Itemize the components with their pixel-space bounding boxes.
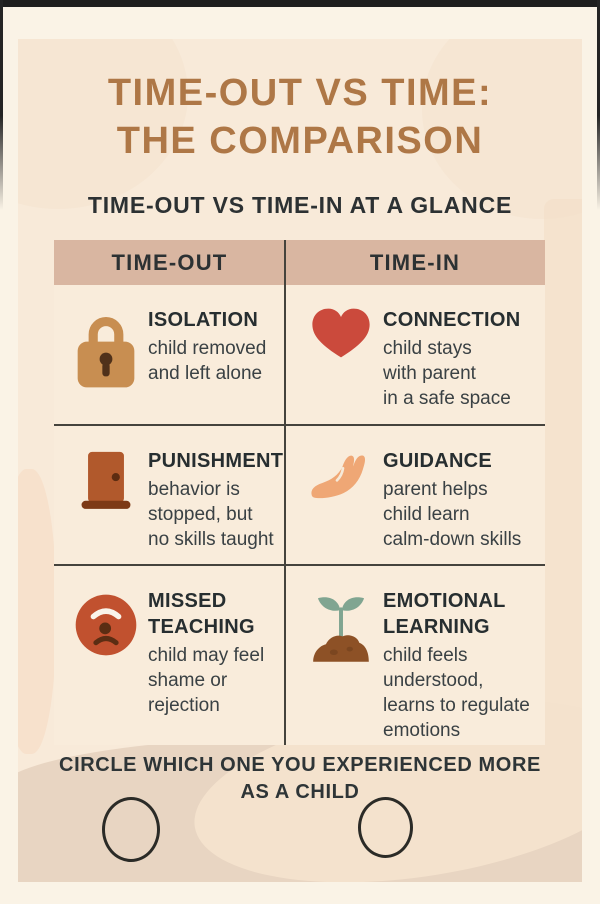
table-row: MISSED TEACHING child may feel shame or … xyxy=(54,564,545,745)
cell-line: in a safe space xyxy=(383,388,511,409)
lock-icon xyxy=(74,304,138,394)
table-row: PUNISHMENT behavior is stopped, but no s… xyxy=(54,424,545,564)
cell-line: rejection xyxy=(148,695,220,716)
time-out-circle[interactable] xyxy=(102,797,160,862)
page-title: TIME-OUT VS TIME: THE COMPARISON xyxy=(18,69,582,165)
footer-prompt-line2: AS A CHILD xyxy=(240,781,360,803)
cell-line: parent helps xyxy=(383,479,488,500)
footer-prompt-line1: CIRCLE WHICH ONE YOU EXPERIENCED MORE xyxy=(59,754,541,776)
comparison-table: TIME-OUT TIME-IN ISOLATION xyxy=(54,240,545,745)
cell-line: learns to regulate xyxy=(383,695,530,716)
cell-line: emotions xyxy=(383,720,461,741)
door-icon xyxy=(74,445,138,519)
decor-right-band xyxy=(544,199,582,744)
cell-guidance: GUIDANCE parent helps child learn calm-d… xyxy=(285,426,545,564)
content-card: TIME-OUT VS TIME: THE COMPARISON TIME-OU… xyxy=(18,39,582,882)
cell-emotional-learning: EMOTIONAL LEARNING child feels understoo… xyxy=(285,566,545,745)
cell-line: child stays xyxy=(383,338,472,359)
cell-heading: GUIDANCE xyxy=(383,450,493,472)
top-bar xyxy=(0,0,600,7)
table-row: ISOLATION child removed and left alone C… xyxy=(54,285,545,424)
heart-icon xyxy=(309,304,373,362)
hand-icon xyxy=(309,449,373,509)
cell-line: behavior is xyxy=(148,479,240,500)
column-divider xyxy=(284,240,286,745)
cell-line: understood, xyxy=(383,670,484,691)
column-header-time-in: TIME-IN xyxy=(369,249,461,275)
cell-heading: CONNECTION xyxy=(383,309,521,331)
cell-line: with parent xyxy=(383,363,476,384)
cell-heading: EMOTIONAL LEARNING xyxy=(383,590,506,638)
left-edge-strip xyxy=(0,0,3,210)
cell-line: stopped, but xyxy=(148,504,253,525)
page-title-line2: THE COMPARISON xyxy=(116,120,484,162)
cell-line: calm-down skills xyxy=(383,529,522,550)
time-in-circle[interactable] xyxy=(358,797,413,858)
table-header: TIME-OUT TIME-IN xyxy=(54,240,545,285)
cell-heading: MISSED TEACHING xyxy=(148,590,255,638)
cell-line: child feels xyxy=(383,645,468,666)
cell-connection: CONNECTION child stays with parent in a … xyxy=(285,285,545,424)
sad-face-icon xyxy=(74,593,138,657)
cell-line: child learn xyxy=(383,504,470,525)
cell-punishment: PUNISHMENT behavior is stopped, but no s… xyxy=(54,426,285,564)
cell-line: and left alone xyxy=(148,363,263,384)
sprout-icon xyxy=(309,589,373,671)
cell-line: child may feel xyxy=(148,645,265,666)
cell-line: shame or xyxy=(148,670,228,691)
cell-line: child removed xyxy=(148,338,267,359)
cell-isolation: ISOLATION child removed and left alone xyxy=(54,285,285,424)
page-title-line1: TIME-OUT VS TIME: xyxy=(107,72,493,114)
right-edge-strip xyxy=(597,0,600,210)
cell-heading: ISOLATION xyxy=(148,309,259,331)
subtitle: TIME-OUT VS TIME-IN AT A GLANCE xyxy=(87,192,513,218)
cell-heading: PUNISHMENT xyxy=(148,450,284,472)
column-header-time-out: TIME-OUT xyxy=(111,249,228,275)
cell-missed-teaching: MISSED TEACHING child may feel shame or … xyxy=(54,566,285,745)
decor-left-blob xyxy=(18,469,56,754)
cell-line: no skills taught xyxy=(148,529,274,550)
